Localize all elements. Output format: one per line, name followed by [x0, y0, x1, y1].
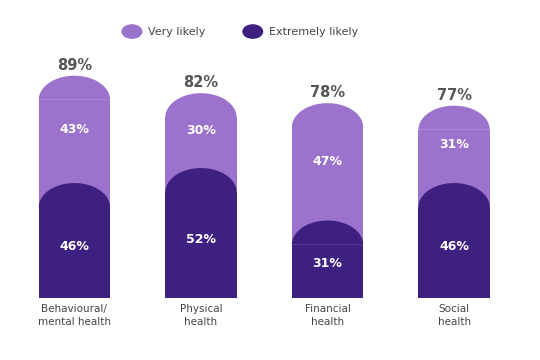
Text: 89%: 89% [57, 58, 92, 73]
Text: 46%: 46% [439, 240, 469, 253]
Text: Extremely likely: Extremely likely [269, 27, 358, 37]
Polygon shape [418, 207, 490, 298]
Polygon shape [418, 130, 490, 298]
Polygon shape [292, 221, 363, 245]
Polygon shape [39, 76, 110, 100]
Text: Physical
health: Physical health [180, 304, 222, 327]
Polygon shape [165, 192, 237, 298]
Text: 47%: 47% [313, 155, 342, 168]
Text: 78%: 78% [310, 85, 345, 100]
Text: 52%: 52% [186, 233, 216, 246]
Polygon shape [418, 183, 490, 207]
Circle shape [243, 25, 262, 38]
Polygon shape [39, 207, 110, 298]
Polygon shape [165, 117, 237, 298]
Text: Very likely: Very likely [148, 27, 205, 37]
Polygon shape [292, 245, 363, 298]
Text: 77%: 77% [436, 87, 471, 103]
Polygon shape [165, 93, 237, 117]
Text: 31%: 31% [313, 257, 342, 270]
Text: Social
health: Social health [437, 304, 471, 327]
Text: 82%: 82% [184, 75, 219, 90]
Text: 43%: 43% [59, 123, 89, 136]
Polygon shape [292, 103, 363, 127]
Text: 31%: 31% [439, 138, 469, 151]
Polygon shape [165, 168, 237, 192]
Text: Behavioural/
mental health: Behavioural/ mental health [38, 304, 111, 327]
Polygon shape [39, 183, 110, 207]
Polygon shape [39, 100, 110, 298]
Circle shape [122, 25, 141, 38]
Polygon shape [292, 127, 363, 298]
Polygon shape [418, 106, 490, 130]
Text: Financial
health: Financial health [305, 304, 350, 327]
Text: 46%: 46% [59, 240, 89, 253]
Text: 30%: 30% [186, 124, 216, 137]
